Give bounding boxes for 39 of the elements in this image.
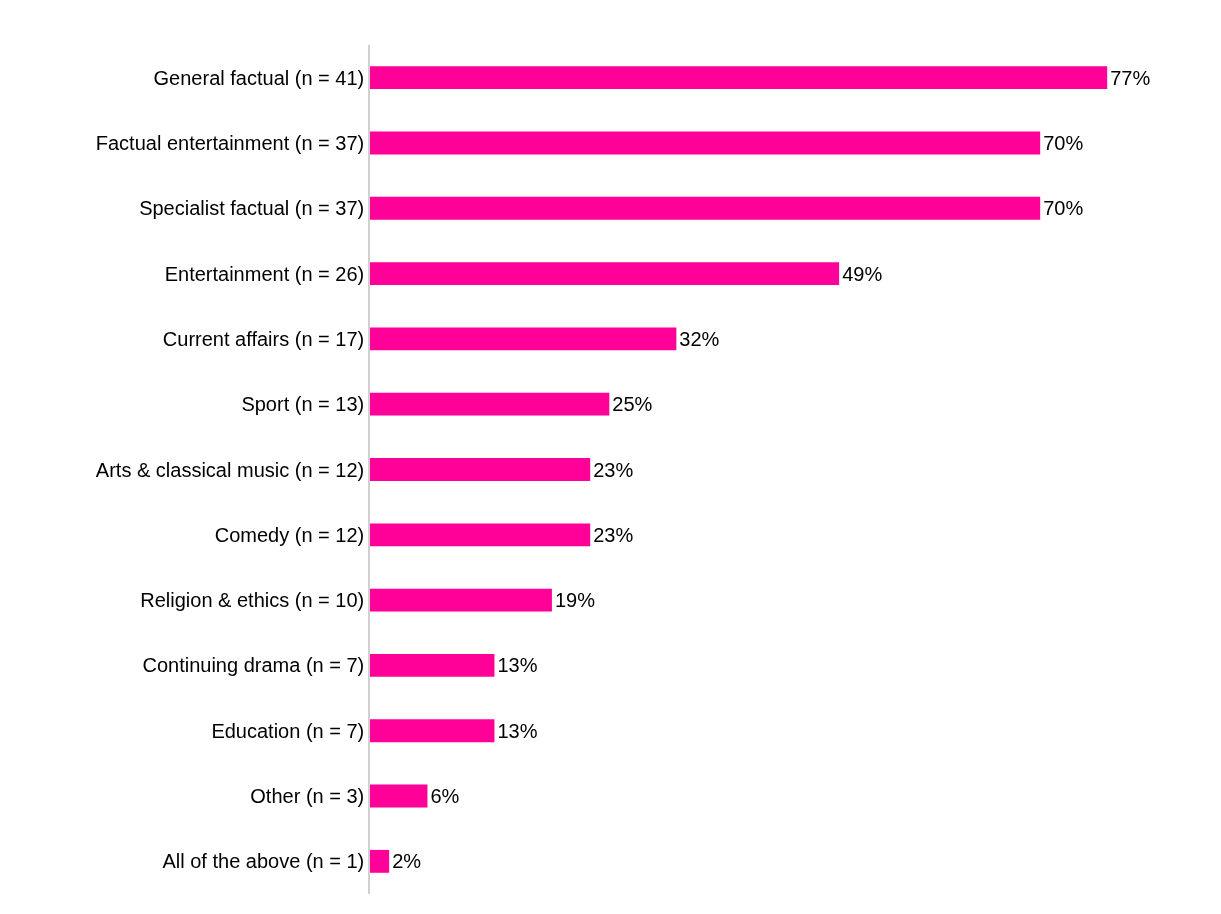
- bar: [370, 653, 495, 677]
- y-tick-label: All of the above (n = 1): [162, 850, 365, 873]
- bar: [370, 784, 428, 808]
- data-label: 23%: [593, 523, 634, 546]
- bar: [370, 588, 552, 612]
- data-label: 6%: [430, 785, 460, 808]
- bar: [370, 523, 591, 547]
- data-label: 19%: [554, 589, 596, 612]
- bar: [370, 458, 591, 481]
- y-tick-label: Sport (n = 13): [241, 393, 365, 416]
- data-label: 77%: [1110, 66, 1151, 89]
- y-tick-label: Comedy (n = 12): [214, 523, 365, 546]
- y-tick-label: Factual entertainment (n = 37): [95, 131, 365, 154]
- bar: [370, 131, 1041, 155]
- data-label: 32%: [679, 327, 720, 350]
- bar: [370, 196, 1041, 220]
- bar: [370, 849, 390, 873]
- y-tick-label: Education (n = 7): [211, 719, 365, 742]
- bar: [370, 66, 1108, 90]
- bar: [370, 392, 610, 416]
- y-tick-label: Entertainment (n = 26): [164, 262, 365, 285]
- data-label: 70%: [1043, 131, 1084, 154]
- bar: [370, 719, 495, 743]
- y-tick-label: Arts & classical music (n = 12): [95, 458, 365, 481]
- data-label: 13%: [497, 654, 538, 677]
- data-label: 70%: [1043, 197, 1084, 220]
- bar: [370, 262, 840, 286]
- y-tick-label: General factual (n = 41): [153, 66, 365, 89]
- y-tick-label: Continuing drama (n = 7): [142, 654, 365, 677]
- data-label: 49%: [842, 262, 883, 285]
- data-label: 2%: [392, 850, 422, 873]
- y-tick-label: Specialist factual (n = 37): [139, 197, 365, 220]
- bar: [370, 327, 677, 351]
- data-label: 13%: [497, 719, 538, 742]
- data-label: 23%: [593, 458, 634, 481]
- y-tick-label: Other (n = 3): [250, 785, 365, 808]
- y-tick-label: Current affairs (n = 17): [162, 327, 365, 350]
- y-tick-label: Religion & ethics (n = 10): [140, 589, 365, 612]
- data-label: 25%: [612, 393, 653, 416]
